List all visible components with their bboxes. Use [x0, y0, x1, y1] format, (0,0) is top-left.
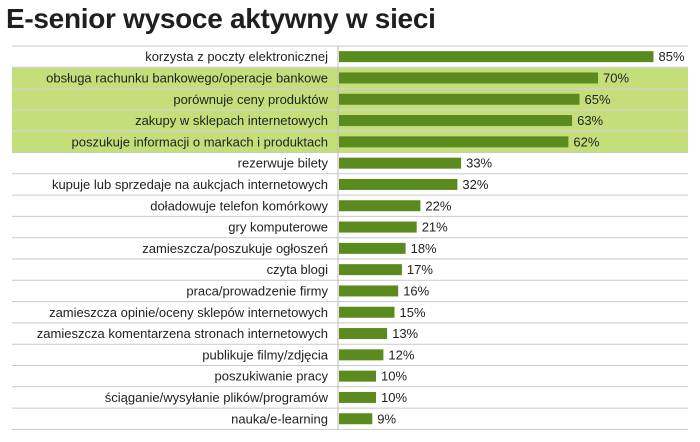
- category-label: zakupy w sklepach internetowych: [135, 113, 328, 128]
- bar: [339, 242, 406, 254]
- value-label: 21%: [422, 220, 448, 235]
- category-label: poszukuje informacji o markach i produkt…: [71, 134, 328, 149]
- bar: [339, 157, 462, 169]
- value-label: 15%: [400, 305, 426, 320]
- category-label: ściąganie/wysyłanie plików/programów: [105, 390, 329, 405]
- value-label: 17%: [407, 262, 433, 277]
- category-label: praca/prowadzenie firmy: [186, 283, 328, 298]
- value-label: 13%: [392, 326, 418, 341]
- bar: [339, 285, 399, 297]
- bar: [339, 136, 569, 148]
- value-label: 63%: [577, 113, 603, 128]
- value-label: 18%: [411, 241, 437, 256]
- bar: [339, 221, 417, 233]
- bar: [339, 413, 373, 425]
- value-label: 62%: [573, 134, 599, 149]
- bar: [339, 370, 376, 382]
- category-label: gry komputerowe: [228, 220, 328, 235]
- category-label: czyta blogi: [267, 262, 329, 277]
- value-label: 65%: [585, 92, 611, 107]
- category-label: korzysta z poczty elektronicznej: [145, 49, 328, 64]
- bar: [339, 200, 421, 212]
- category-label: publikuje filmy/zdjęcia: [202, 347, 328, 362]
- value-label: 33%: [466, 156, 492, 171]
- value-label: 85%: [659, 49, 685, 64]
- category-label: zamieszcza/poszukuje ogłoszeń: [142, 241, 328, 256]
- bar: [339, 264, 402, 276]
- category-label: doładowuje telefon komórkowy: [150, 198, 328, 213]
- chart-title: E-senior wysoce aktywny w sieci: [6, 3, 436, 34]
- value-label: 12%: [388, 347, 414, 362]
- bar: [339, 328, 388, 340]
- category-label: obsługa rachunku bankowego/operacje bank…: [46, 70, 328, 85]
- bar: [339, 306, 395, 318]
- value-label: 9%: [377, 411, 396, 426]
- value-label: 10%: [381, 369, 407, 384]
- bar: [339, 51, 654, 63]
- value-label: 16%: [403, 283, 429, 298]
- category-label: porównuje ceny produktów: [173, 92, 328, 107]
- bar: [339, 349, 384, 361]
- category-label: zamieszcza komentarzena stronach interne…: [37, 326, 328, 341]
- value-label: 22%: [425, 198, 451, 213]
- bar: [339, 115, 573, 127]
- bar: [339, 391, 376, 403]
- bar: [339, 178, 458, 190]
- category-label: poszukiwanie pracy: [215, 369, 329, 384]
- bar: [339, 72, 598, 84]
- category-label: rezerwuje bilety: [238, 156, 329, 171]
- bar: [339, 93, 580, 105]
- value-label: 70%: [603, 70, 629, 85]
- category-label: kupuje lub sprzedaje na aukcjach interne…: [52, 177, 328, 192]
- value-label: 10%: [381, 390, 407, 405]
- category-label: nauka/e-learning: [231, 411, 328, 426]
- value-label: 32%: [462, 177, 488, 192]
- category-label: zamieszcza opinie/oceny sklepów internet…: [49, 305, 328, 320]
